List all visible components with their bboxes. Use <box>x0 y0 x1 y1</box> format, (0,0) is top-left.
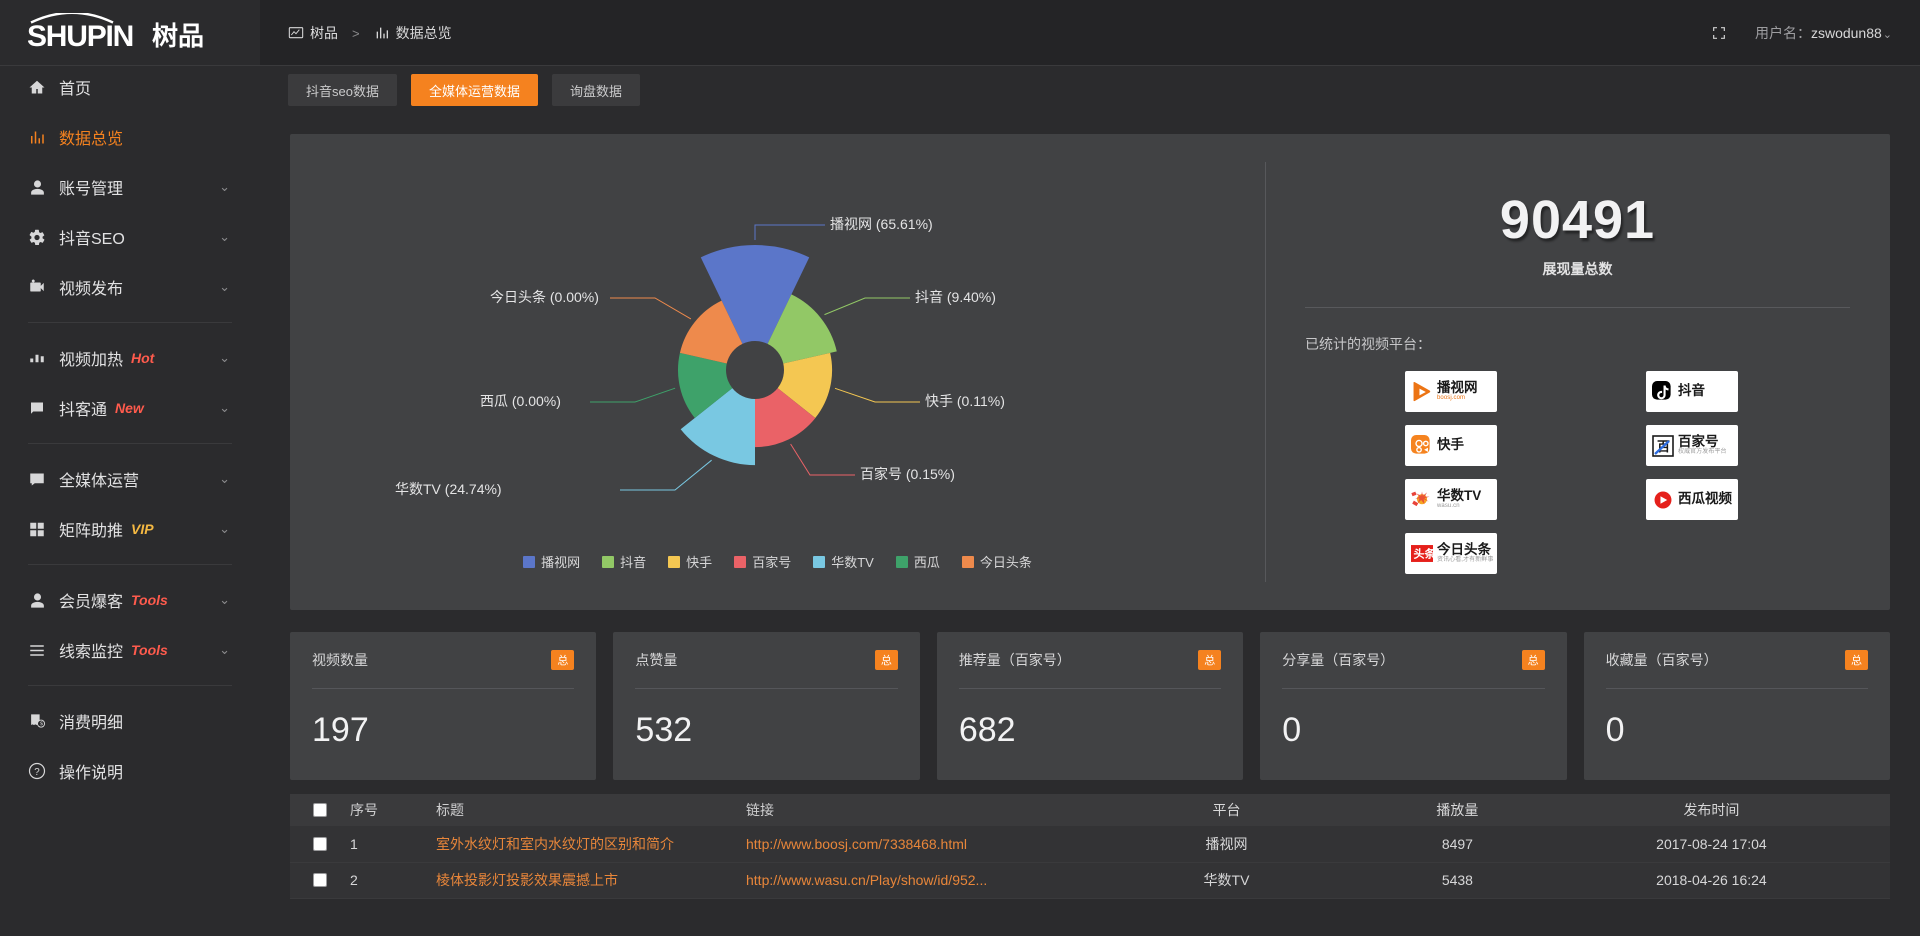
svg-text:百家号 (0.15%): 百家号 (0.15%) <box>860 466 955 482</box>
svg-text:SHUPIN: SHUPIN <box>28 20 133 53</box>
svg-text:西瓜 (0.00%): 西瓜 (0.00%) <box>480 393 561 409</box>
svg-text:树品: 树品 <box>152 21 204 51</box>
svg-text:抖音 (9.40%): 抖音 (9.40%) <box>915 289 996 305</box>
svg-text:今日头条 (0.00%): 今日头条 (0.00%) <box>490 289 599 305</box>
svg-text:快手 (0.11%): 快手 (0.11%) <box>925 393 1005 409</box>
svg-text:华数TV (24.74%): 华数TV (24.74%) <box>395 481 502 497</box>
svg-text:头条: 头条 <box>1414 547 1433 561</box>
svg-text:?: ? <box>34 767 40 778</box>
svg-text:播视网 (65.61%): 播视网 (65.61%) <box>830 216 933 232</box>
